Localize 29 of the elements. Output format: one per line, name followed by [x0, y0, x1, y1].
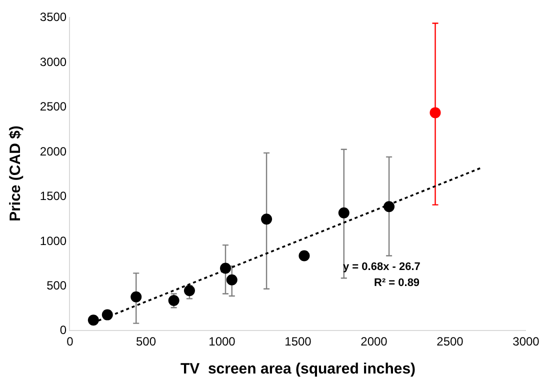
- x-tick-label: 3000: [512, 334, 540, 348]
- x-tick-label: 2000: [360, 334, 388, 348]
- point: [384, 201, 395, 212]
- x-tick-label: 2500: [436, 334, 464, 348]
- y-tick-label: 0: [60, 323, 67, 338]
- point: [168, 294, 180, 306]
- y-tick-label: 1000: [40, 234, 67, 248]
- point: [261, 214, 272, 225]
- y-tick-label: 500: [46, 278, 67, 292]
- point: [130, 291, 142, 302]
- y-tick-label: 2000: [40, 144, 67, 158]
- point: [298, 250, 310, 262]
- point: [102, 309, 113, 320]
- y-tick-label: 1500: [40, 189, 67, 204]
- annotation: y = 0.68x - 26.7: [343, 261, 420, 273]
- x-tick-label: 1000: [208, 334, 236, 348]
- x-tick-label: 1500: [284, 334, 312, 348]
- point: [88, 314, 99, 326]
- annotation: R² = 0.89: [374, 277, 420, 289]
- y-tick-label: 3500: [40, 10, 67, 24]
- x-tick-label: 500: [136, 334, 156, 348]
- point: [226, 274, 238, 286]
- point: [430, 107, 441, 118]
- x-axis-title: TV screen area (squared inches): [180, 360, 416, 378]
- point: [184, 285, 195, 296]
- y-axis-title: Price (CAD $): [7, 126, 24, 222]
- point: [338, 207, 350, 218]
- y-tick-label: 2500: [40, 100, 67, 114]
- y-tick-label: 3000: [40, 54, 67, 69]
